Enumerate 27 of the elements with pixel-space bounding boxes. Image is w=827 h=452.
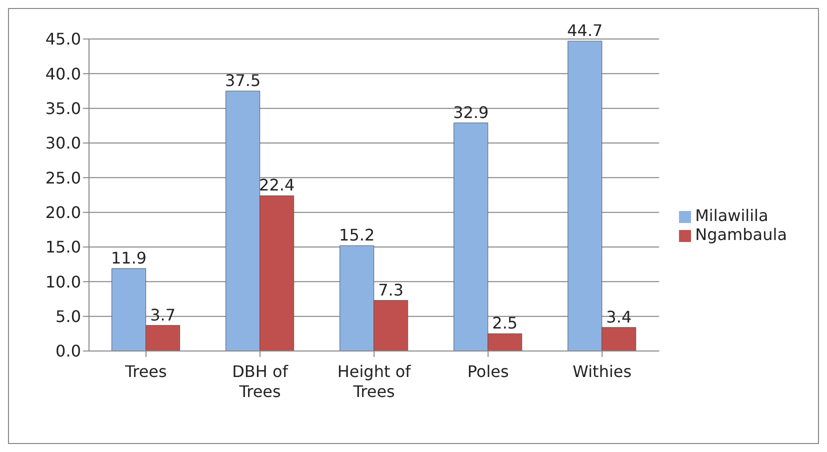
x-tick-label: DBH of Trees	[232, 362, 288, 401]
data-label: 32.9	[453, 102, 489, 122]
y-tick-label: 20.0	[45, 203, 81, 222]
data-label: 11.9	[110, 248, 147, 268]
data-label: 37.5	[225, 71, 261, 90]
y-tick-label: 45.0	[45, 30, 81, 49]
y-tick-label: 30.0	[45, 134, 81, 153]
data-label: 3.7	[150, 305, 176, 324]
y-tick-label: 0.0	[56, 342, 81, 361]
y-tick-label: 35.0	[45, 99, 81, 118]
x-tick-label: Poles	[467, 362, 509, 381]
legend-label: Milawilila	[695, 206, 768, 225]
y-tick-label: 25.0	[45, 168, 81, 188]
y-tick-label: 10.0	[45, 272, 81, 292]
data-label: 7.3	[378, 280, 404, 300]
x-tick-label: Height of Trees	[337, 362, 412, 401]
y-tick-label: 40.0	[45, 64, 81, 84]
data-label: 44.7	[567, 21, 603, 40]
data-label: 3.4	[606, 307, 632, 326]
x-tick-label: Withies	[572, 362, 632, 381]
data-label: 2.5	[492, 314, 518, 333]
data-label: 22.4	[259, 176, 295, 195]
data-label: 15.2	[339, 226, 375, 245]
y-tick-label: 15.0	[45, 238, 81, 257]
legend-label: Ngambaula	[695, 225, 787, 244]
x-tick-label: Trees	[124, 362, 167, 381]
y-tick-label: 5.0	[56, 307, 81, 326]
